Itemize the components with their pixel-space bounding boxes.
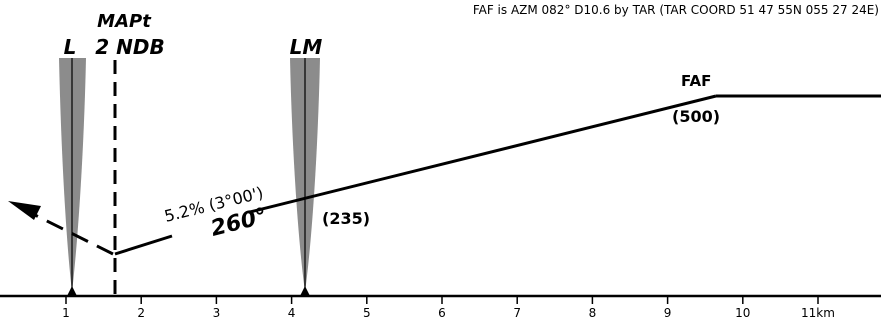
- faf-altitude-label: (500): [672, 107, 720, 126]
- mapt-label: MAPt: [97, 11, 152, 32]
- approach-path: [114, 94, 881, 256]
- distance-tick-label: 1: [62, 306, 70, 320]
- missed-approach-path: [8, 201, 114, 256]
- faf-definition-note: FAF is AZM 082° D10.6 by TAR (TAR COORD …: [473, 3, 879, 17]
- missed-approach-dashed-line: [32, 212, 114, 256]
- lm-beacon: LM: [290, 35, 323, 296]
- distance-tick-label: 4: [288, 306, 296, 320]
- mapt-marker: MAPt 2 NDB: [95, 11, 165, 296]
- distance-tick-label: 7: [513, 306, 521, 320]
- distance-tick-label: 3: [213, 306, 221, 320]
- ndb-label: 2 NDB: [95, 35, 164, 59]
- l-beacon-label: L: [64, 35, 77, 59]
- distance-ticks: 1 2 3 4 5 6 7 8 9 10 11km: [62, 296, 835, 320]
- glide-path-line: [114, 234, 173, 256]
- distance-tick-label: 6: [438, 306, 446, 320]
- l-beacon: L: [59, 35, 86, 296]
- glide-path-line: [249, 94, 717, 214]
- distance-scale: 1 2 3 4 5 6 7 8 9 10 11km: [0, 294, 881, 320]
- distance-tick-label: 10: [735, 306, 750, 320]
- distance-tick-label: 2: [137, 306, 145, 320]
- lm-altitude-label: (235): [322, 209, 370, 228]
- l-beacon-triangle-icon: [67, 286, 77, 296]
- lm-beacon-triangle-icon: [300, 286, 310, 296]
- faf-label: FAF: [681, 72, 711, 90]
- distance-tick-label: 8: [589, 306, 597, 320]
- distance-tick-label: 11km: [801, 306, 835, 320]
- missed-approach-arrowhead-icon: [8, 201, 41, 220]
- distance-tick-label: 5: [363, 306, 371, 320]
- lm-beacon-label: LM: [290, 35, 323, 59]
- distance-tick-label: 9: [664, 306, 672, 320]
